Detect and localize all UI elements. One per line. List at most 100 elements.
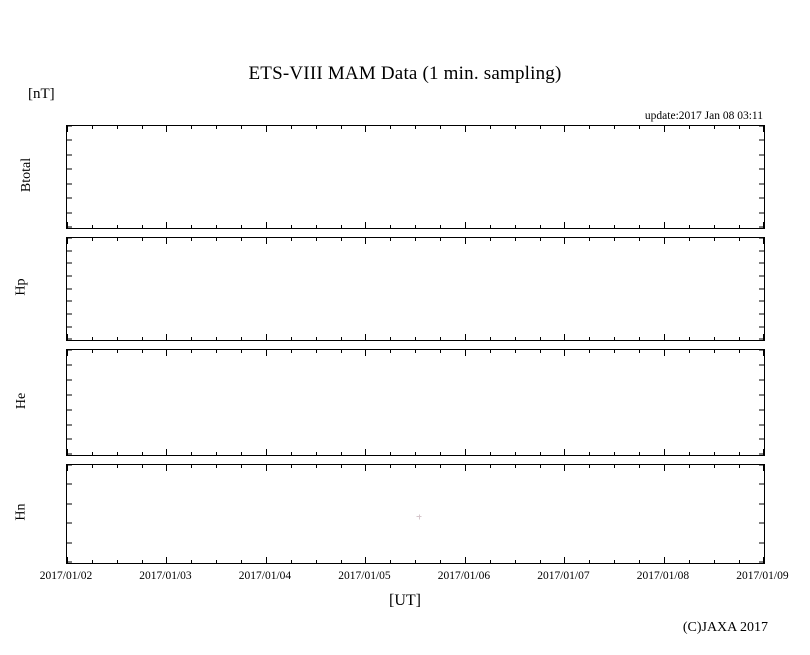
y-axis-title-text: He: [13, 392, 29, 409]
x-tick-mark-minor: [415, 350, 417, 353]
x-tick-mark-major: [67, 222, 68, 228]
x-tick-mark-minor: [589, 126, 591, 129]
x-tick-mark-minor: [290, 452, 292, 455]
x-tick-mark-major: [663, 126, 665, 132]
x-tick-mark-minor: [589, 465, 591, 468]
y-tick-mark: [759, 364, 764, 366]
x-tick-mark-major: [166, 126, 168, 132]
y-tick-mark: [67, 275, 72, 277]
y-axis-title-he: He: [10, 392, 34, 409]
x-tick-mark-minor: [415, 126, 417, 129]
x-tick-mark-major: [67, 465, 68, 471]
x-tick-mark-minor: [290, 465, 292, 468]
y-tick-mark: [759, 313, 764, 315]
x-tick-mark-minor: [713, 465, 715, 468]
x-tick-mark-minor: [191, 350, 193, 353]
x-tick-mark-major: [564, 465, 566, 471]
y-tick-mark: [759, 326, 764, 328]
x-tick-mark-minor: [340, 337, 342, 340]
x-tick-mark-major: [365, 557, 367, 563]
y-tick-mark: [759, 275, 764, 277]
y-tick-mark: [67, 483, 72, 485]
x-tick-mark-minor: [440, 238, 442, 241]
y-tick-mark: [759, 226, 764, 228]
x-tick-label: 2017/01/03: [139, 570, 192, 582]
x-tick-mark-minor: [713, 337, 715, 340]
y-tick-mark: [67, 542, 72, 544]
x-tick-mark-minor: [639, 225, 641, 228]
x-tick-mark-minor: [713, 225, 715, 228]
x-tick-mark-minor: [539, 238, 541, 241]
x-tick-mark-major: [67, 238, 68, 244]
x-tick-mark-minor: [738, 238, 740, 241]
x-tick-mark-minor: [589, 350, 591, 353]
x-tick-mark-major: [166, 449, 168, 455]
y-tick-mark: [759, 338, 764, 340]
y-tick-mark: [759, 379, 764, 381]
x-tick-mark-minor: [688, 238, 690, 241]
x-tick-mark-minor: [440, 337, 442, 340]
y-tick-mark: [759, 438, 764, 440]
x-tick-mark-major: [464, 126, 466, 132]
x-tick-mark-major: [265, 334, 267, 340]
plot-area-he: -120-140-160-180-200-220-240-260: [67, 350, 764, 455]
x-tick-mark-minor: [713, 126, 715, 129]
x-tick-mark-major: [166, 222, 168, 228]
x-tick-mark-major: [265, 465, 267, 471]
x-tick-mark-minor: [141, 238, 143, 241]
x-tick-mark-minor: [191, 337, 193, 340]
x-tick-mark-minor: [290, 337, 292, 340]
x-tick-mark-major: [67, 334, 68, 340]
x-tick-mark-minor: [713, 560, 715, 563]
page-title: ETS-VIII MAM Data (1 min. sampling): [248, 63, 562, 84]
x-tick-mark-major: [365, 238, 367, 244]
x-tick-mark-minor: [340, 452, 342, 455]
x-tick-mark-minor: [514, 337, 516, 340]
x-tick-mark-minor: [514, 238, 516, 241]
x-tick-mark-minor: [191, 452, 193, 455]
x-tick-mark-minor: [738, 560, 740, 563]
x-tick-mark-major: [166, 350, 168, 356]
x-tick-mark-major: [67, 350, 68, 356]
x-tick-mark-major: [663, 334, 665, 340]
x-tick-mark-minor: [489, 452, 491, 455]
y-tick-mark: [67, 561, 72, 563]
y-tick-mark: [67, 338, 72, 340]
x-tick-mark-minor: [738, 465, 740, 468]
y-tick-mark: [67, 183, 72, 185]
y-tick-mark: [67, 453, 72, 455]
y-tick-mark: [67, 364, 72, 366]
y-tick-mark: [67, 503, 72, 505]
x-tick-mark-major: [763, 465, 764, 471]
x-tick-mark-minor: [713, 452, 715, 455]
y-tick-mark: [67, 262, 72, 264]
x-tick-mark-minor: [116, 337, 118, 340]
x-tick-mark-minor: [688, 225, 690, 228]
x-tick-mark-minor: [489, 225, 491, 228]
x-tick-mark-major: [166, 238, 168, 244]
x-tick-mark-minor: [440, 452, 442, 455]
x-tick-mark-minor: [340, 350, 342, 353]
y-tick-mark: [759, 409, 764, 411]
x-tick-mark-major: [564, 449, 566, 455]
x-tick-mark-major: [663, 465, 665, 471]
y-tick-mark: [67, 154, 72, 156]
y-tick-mark: [759, 542, 764, 544]
x-tick-mark-minor: [415, 225, 417, 228]
x-tick-mark-major: [265, 557, 267, 563]
x-tick-mark-major: [464, 449, 466, 455]
y-unit-label: [nT]: [28, 86, 55, 102]
x-tick-mark-minor: [539, 560, 541, 563]
y-tick-mark: [759, 212, 764, 214]
x-tick-mark-minor: [216, 452, 218, 455]
x-tick-mark-minor: [639, 126, 641, 129]
x-tick-mark-minor: [91, 337, 93, 340]
x-tick-mark-minor: [489, 126, 491, 129]
x-tick-mark-minor: [390, 238, 392, 241]
y-tick-mark: [759, 288, 764, 290]
x-tick-mark-major: [564, 350, 566, 356]
x-tick-mark-major: [564, 222, 566, 228]
x-tick-mark-major: [365, 126, 367, 132]
x-tick-label: 2017/01/07: [537, 570, 590, 582]
x-tick-mark-minor: [216, 465, 218, 468]
